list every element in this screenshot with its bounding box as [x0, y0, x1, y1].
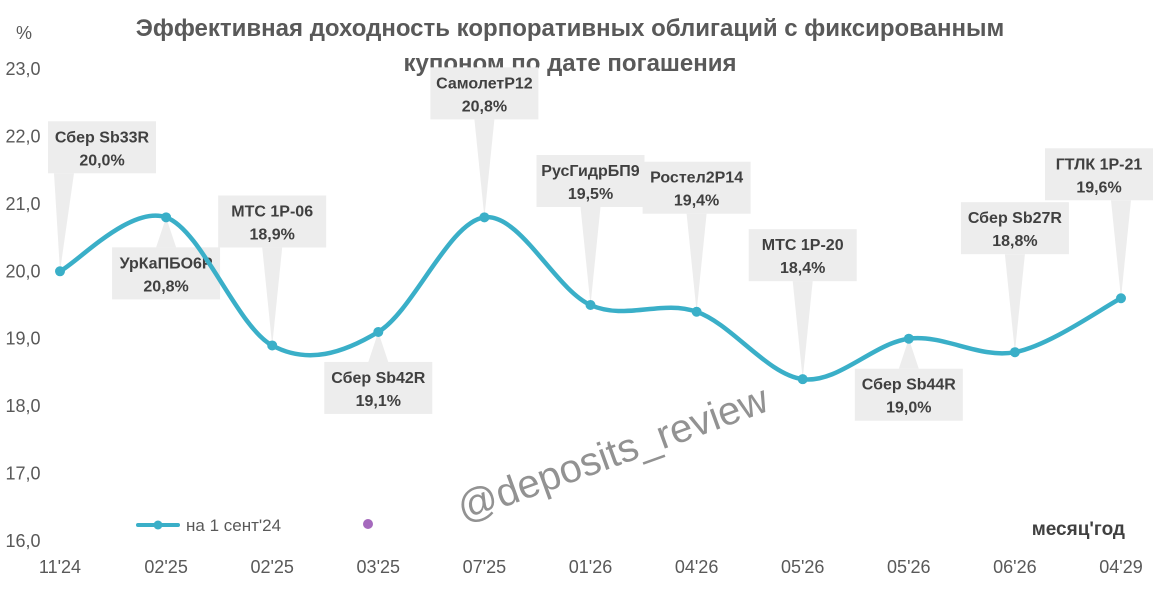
callout-pointer	[1111, 200, 1131, 299]
callout-box	[854, 368, 963, 421]
x-tick-label: 04'29	[1099, 557, 1142, 577]
x-tick-label: 05'26	[887, 557, 930, 577]
data-point	[903, 333, 914, 344]
callout-bond-name: МТС 1Р-20	[762, 237, 844, 254]
callout-box	[748, 229, 857, 282]
data-point	[161, 212, 172, 223]
callout-bond-name: РусГидрБП9	[541, 163, 640, 180]
legend-label: на 1 сент'24	[186, 516, 281, 535]
data-label-callout: Сбер Sb44R 19,0%	[854, 338, 963, 421]
data-point	[373, 326, 384, 337]
callout-box	[430, 67, 539, 120]
callout-bond-name: Сбер Sb42R	[331, 370, 426, 387]
y-tick-label: 17,0	[5, 464, 40, 484]
x-tick-label: 06'26	[993, 557, 1036, 577]
callout-bond-name: ГТЛК 1Р-21	[1056, 156, 1143, 173]
callout-value: 19,1%	[356, 393, 401, 410]
callout-box	[960, 202, 1069, 255]
data-point	[585, 300, 596, 310]
x-tick-label: 04'26	[675, 557, 718, 577]
y-tick-label: 21,0	[5, 194, 40, 214]
y-tick-label: 22,0	[5, 126, 40, 146]
legend-extra-marker	[363, 519, 373, 529]
callout-value: 19,0%	[886, 400, 931, 417]
y-tick-label: 16,0	[5, 531, 40, 551]
callout-bond-name: Ростел2Р14	[650, 170, 743, 187]
callout-pointer	[898, 338, 919, 369]
callout-value: 18,8%	[992, 233, 1037, 250]
data-label-callout: Сбер Sb27R 18,8%	[960, 202, 1069, 353]
callout-pointer	[1004, 254, 1025, 353]
data-point	[479, 212, 490, 223]
x-tick-label: 07'25	[463, 557, 506, 577]
data-point	[1116, 293, 1126, 304]
callout-value: 20,8%	[143, 278, 188, 295]
callout-box	[536, 155, 645, 207]
callout-bond-name: Сбер Sb33R	[55, 129, 150, 146]
legend-marker	[153, 520, 163, 530]
x-tick-label: 05'26	[781, 557, 824, 577]
callout-bond-name: МТС 1Р-06	[231, 203, 313, 220]
data-label-callout: СамолетР12 20,8%	[430, 67, 539, 218]
x-tick-label: 02'25	[250, 557, 293, 577]
y-tick-label: 18,0	[5, 396, 40, 416]
callout-pointer	[368, 331, 389, 362]
callout-value: 18,9%	[250, 226, 295, 243]
series-layer	[55, 212, 1126, 385]
callout-pointer	[156, 217, 177, 248]
callout-value: 19,4%	[674, 193, 719, 210]
callout-box	[642, 161, 751, 214]
callout-value: 19,6%	[1076, 179, 1121, 196]
data-label-callout: РусГидрБП9 19,5%	[536, 155, 645, 305]
data-label-callout: Сбер Sb42R 19,1%	[324, 331, 433, 414]
y-axis-label: %	[16, 23, 32, 43]
callout-pointer	[792, 281, 813, 380]
x-tick-label: 02'25	[144, 557, 187, 577]
callout-value: 20,8%	[462, 98, 507, 115]
callout-value: 20,0%	[79, 152, 124, 169]
watermark: @deposits_review	[451, 377, 774, 530]
data-point	[797, 374, 808, 385]
callout-pointer	[474, 119, 495, 218]
callout-box	[324, 361, 433, 414]
data-label-callout: Ростел2Р14 19,4%	[642, 161, 751, 312]
callout-bond-name: СамолетР12	[436, 75, 533, 92]
y-tick-label: 20,0	[5, 261, 40, 281]
y-tick-label: 23,0	[5, 59, 40, 79]
data-point	[691, 306, 702, 317]
x-axis-label: месяц'год	[1032, 519, 1125, 540]
data-point	[267, 340, 278, 351]
callout-bond-name: УрКаПБО6Р	[120, 255, 213, 272]
callout-bond-name: Сбер Sb44R	[862, 377, 957, 394]
callout-bond-name: Сбер Sb27R	[968, 210, 1063, 227]
callouts: Сбер Sb33R 20,0% УрКаПБО6Р 20,8% МТС 1Р-06 18…	[48, 67, 1153, 421]
callout-box	[1045, 148, 1153, 201]
legend: на 1 сент'24	[136, 516, 373, 535]
chart-title-line-1: Эффективная доходность корпоративных обл…	[136, 15, 1004, 42]
callout-value: 18,4%	[780, 260, 825, 277]
data-label-callout: Сбер Sb33R 20,0%	[48, 121, 156, 272]
callout-box	[218, 195, 327, 248]
data-label-callout: МТС 1Р-06 18,9%	[218, 195, 327, 346]
callout-pointer	[54, 173, 74, 272]
callout-pointer	[686, 213, 707, 312]
callout-pointer	[580, 207, 601, 305]
callout-pointer	[262, 247, 283, 346]
x-axis-ticks: 11'24 02'25 02'25 03'25 07'25 01'26 04'26 05'26…	[39, 557, 1143, 577]
data-label-callout: ГТЛК 1Р-21 19,6%	[1045, 148, 1153, 299]
x-tick-label: 01'26	[569, 557, 612, 577]
data-label-callout: МТС 1Р-20 18,4%	[748, 229, 857, 380]
series-line	[57, 213, 1124, 382]
y-tick-label: 19,0	[5, 329, 40, 349]
data-point	[55, 266, 65, 277]
y-axis-ticks: 16,0 17,0 18,0 19,0 20,0 21,0 22,0 23,0	[5, 59, 40, 551]
callout-box	[48, 121, 156, 174]
data-point	[1009, 347, 1020, 358]
callout-value: 19,5%	[568, 186, 613, 203]
x-tick-label: 03'25	[357, 557, 400, 577]
x-tick-label: 11'24	[39, 557, 81, 577]
